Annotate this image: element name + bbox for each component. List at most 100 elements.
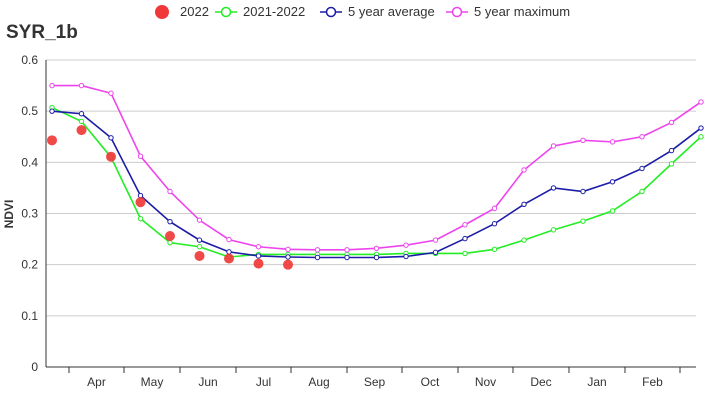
data-point — [639, 165, 645, 172]
data-point — [196, 237, 203, 243]
y-tick-label: 0.5 — [21, 104, 38, 118]
data-point — [314, 254, 321, 261]
legend-marker — [325, 6, 337, 18]
data-point — [255, 253, 262, 259]
data-point — [137, 153, 144, 159]
data-point — [609, 139, 616, 145]
legend-item[interactable]: 2022 — [155, 4, 209, 19]
data-point — [462, 222, 468, 228]
data-point — [49, 108, 55, 114]
grid — [45, 59, 696, 368]
data-point — [491, 205, 498, 212]
data-point — [580, 137, 586, 144]
legend-item[interactable]: 5 year average — [320, 4, 435, 19]
data-point — [194, 250, 205, 261]
x-tick-label: Jan — [587, 375, 606, 389]
data-point — [521, 201, 527, 207]
chart-title: SYR_1b — [6, 22, 78, 43]
y-tick-label: 0.4 — [21, 155, 38, 169]
data-point — [698, 134, 704, 140]
data-point — [491, 246, 498, 253]
data-point — [462, 250, 468, 257]
series-lines — [49, 82, 704, 261]
data-point — [196, 244, 203, 250]
data-point — [226, 236, 232, 243]
data-point — [550, 227, 557, 233]
data-point — [403, 253, 409, 260]
data-point — [78, 118, 85, 125]
data-point — [432, 249, 439, 256]
data-point — [137, 192, 144, 199]
data-point — [314, 247, 321, 253]
data-point — [698, 125, 704, 131]
data-point — [106, 151, 116, 162]
data-point — [167, 218, 173, 225]
data-point — [668, 119, 675, 126]
data-point — [47, 135, 57, 146]
x-tick-label: Sep — [364, 375, 386, 389]
data-point — [668, 147, 675, 154]
x-tick-label: Apr — [87, 375, 106, 389]
data-point — [78, 82, 85, 89]
x-tick-label: Feb — [642, 375, 663, 389]
data-point — [580, 188, 586, 195]
legend-marker — [155, 5, 169, 19]
data-point — [609, 208, 616, 214]
data-point — [491, 221, 498, 227]
data-point — [344, 247, 350, 253]
data-point — [639, 134, 645, 140]
data-point — [373, 245, 380, 251]
data-point — [550, 143, 557, 149]
data-point — [285, 246, 291, 253]
data-point — [521, 237, 527, 243]
y-tick-label: 0.2 — [21, 258, 38, 272]
data-point — [78, 111, 85, 117]
data-point — [196, 217, 203, 223]
data-point — [135, 197, 146, 208]
data-point — [668, 161, 675, 167]
y-axis-ticks: 0 0.1 0.2 0.3 0.4 0.5 0.6 — [21, 53, 38, 374]
data-point — [253, 258, 264, 269]
data-point — [373, 254, 380, 261]
y-tick-label: 0.1 — [21, 309, 38, 323]
data-point — [226, 249, 232, 255]
legend-item[interactable]: 5 year maximum — [446, 4, 570, 19]
data-point — [462, 235, 468, 242]
data-point — [108, 135, 114, 141]
data-point — [432, 237, 439, 243]
y-axis-label: NDVI — [2, 200, 16, 229]
data-point — [550, 185, 557, 191]
legend-marker — [220, 6, 232, 18]
legend-label: 2021-2022 — [243, 4, 305, 19]
x-tick-label: Jul — [256, 375, 271, 389]
legend-item[interactable]: 2021-2022 — [215, 4, 305, 19]
legend[interactable]: 2022 2021-2022 5 year average 5 year maximu… — [155, 4, 570, 19]
x-tick-label: Jun — [198, 375, 217, 389]
legend-marker — [451, 6, 463, 18]
y-tick-label: 0.6 — [21, 53, 38, 67]
data-point — [403, 242, 409, 248]
series-line-2 — [51, 110, 702, 259]
data-point — [344, 254, 350, 261]
data-point — [580, 218, 586, 224]
x-axis: Apr May Jun Jul Aug Sep Oct Nov Dec Jan Feb — [68, 367, 681, 389]
y-tick-label: 0.3 — [21, 207, 38, 221]
legend-label: 5 year average — [348, 4, 435, 19]
x-tick-label: Dec — [530, 375, 551, 389]
data-point — [165, 231, 175, 242]
data-point — [285, 254, 291, 260]
legend-label: 2022 — [180, 4, 209, 19]
y-tick-label: 0 — [31, 360, 38, 374]
x-tick-label: Aug — [308, 375, 329, 389]
data-point — [224, 253, 234, 264]
data-point — [137, 215, 144, 222]
data-point — [283, 259, 293, 270]
data-point — [76, 125, 87, 136]
data-point — [698, 99, 704, 105]
data-point — [609, 179, 616, 185]
x-tick-label: Nov — [475, 375, 496, 389]
data-point — [49, 82, 55, 89]
data-point — [255, 244, 262, 250]
series-markers — [47, 125, 293, 270]
